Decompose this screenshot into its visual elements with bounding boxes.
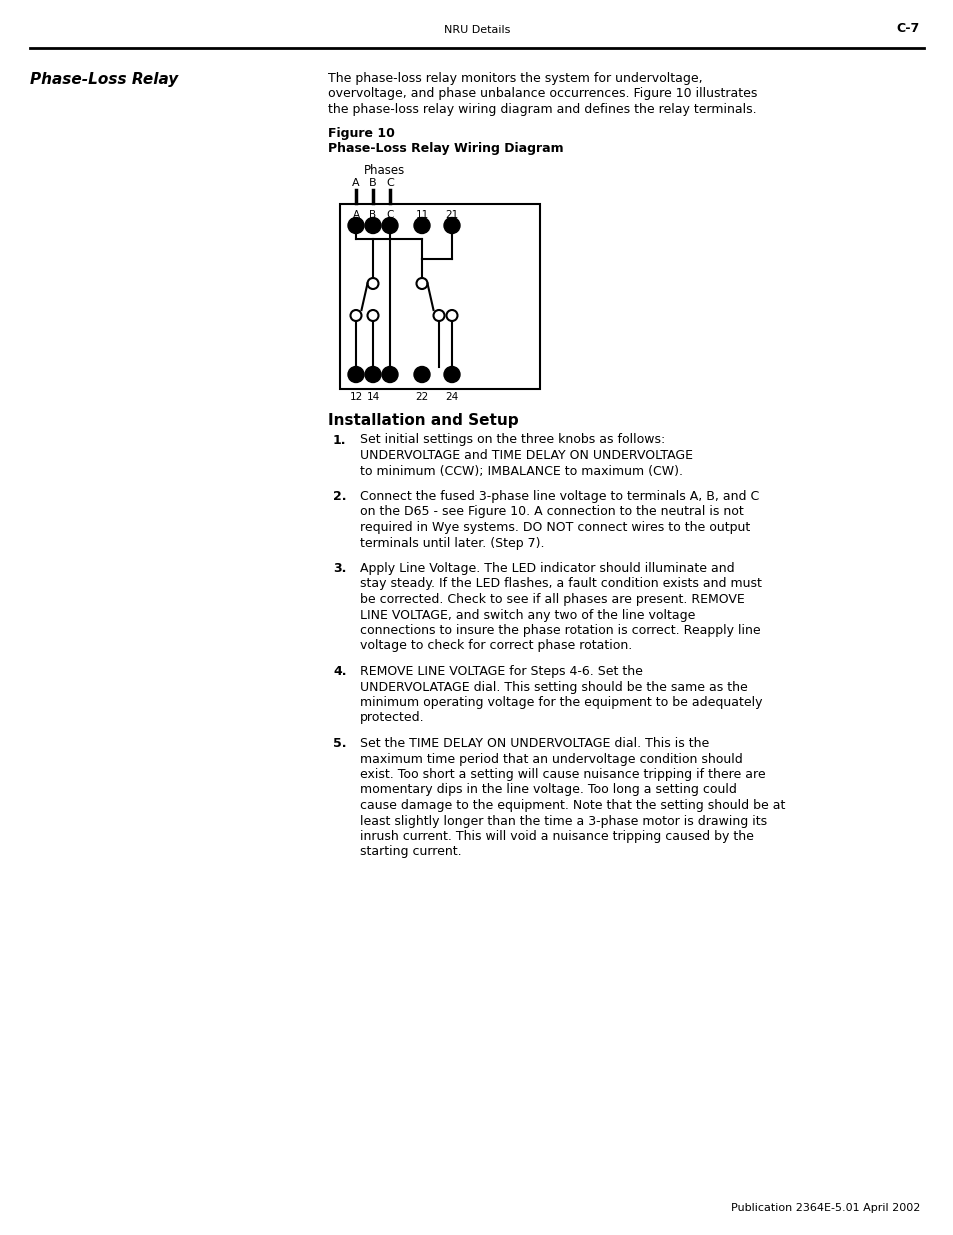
Text: B: B xyxy=(369,178,376,188)
Circle shape xyxy=(365,217,380,233)
Text: be corrected. Check to see if all phases are present. REMOVE: be corrected. Check to see if all phases… xyxy=(359,593,744,606)
Text: 11: 11 xyxy=(415,210,428,220)
Text: required in Wye systems. DO NOT connect wires to the output: required in Wye systems. DO NOT connect … xyxy=(359,521,749,534)
Text: inrush current. This will void a nuisance tripping caused by the: inrush current. This will void a nuisanc… xyxy=(359,830,753,844)
Text: 24: 24 xyxy=(445,393,458,403)
Text: Phase-Loss Relay: Phase-Loss Relay xyxy=(30,72,178,86)
Text: the phase-loss relay wiring diagram and defines the relay terminals.: the phase-loss relay wiring diagram and … xyxy=(328,103,756,116)
Text: Set the TIME DELAY ON UNDERVOLTAGE dial. This is the: Set the TIME DELAY ON UNDERVOLTAGE dial.… xyxy=(359,737,708,750)
Text: Set initial settings on the three knobs as follows:: Set initial settings on the three knobs … xyxy=(359,433,664,447)
Text: stay steady. If the LED flashes, a fault condition exists and must: stay steady. If the LED flashes, a fault… xyxy=(359,578,761,590)
Text: C: C xyxy=(386,210,394,220)
Bar xyxy=(339,204,539,389)
Text: Connect the fused 3-phase line voltage to terminals A, B, and C: Connect the fused 3-phase line voltage t… xyxy=(359,490,759,503)
Text: A: A xyxy=(352,178,359,188)
Text: 22: 22 xyxy=(415,393,428,403)
Text: to minimum (CCW); IMBALANCE to maximum (CW).: to minimum (CCW); IMBALANCE to maximum (… xyxy=(359,464,682,478)
Text: Publication 2364E-5.01 April 2002: Publication 2364E-5.01 April 2002 xyxy=(730,1203,919,1213)
Text: exist. Too short a setting will cause nuisance tripping if there are: exist. Too short a setting will cause nu… xyxy=(359,768,765,781)
Text: momentary dips in the line voltage. Too long a setting could: momentary dips in the line voltage. Too … xyxy=(359,783,736,797)
Text: B: B xyxy=(369,210,376,220)
Text: C-7: C-7 xyxy=(896,22,919,35)
Text: NRU Details: NRU Details xyxy=(443,25,510,35)
Circle shape xyxy=(348,217,364,233)
Text: least slightly longer than the time a 3-phase motor is drawing its: least slightly longer than the time a 3-… xyxy=(359,815,766,827)
Text: 3.: 3. xyxy=(333,562,346,576)
Circle shape xyxy=(414,367,430,383)
Text: Installation and Setup: Installation and Setup xyxy=(328,414,518,429)
Text: minimum operating voltage for the equipment to be adequately: minimum operating voltage for the equipm… xyxy=(359,697,761,709)
Text: starting current.: starting current. xyxy=(359,846,461,858)
Text: UNDERVOLATAGE dial. This setting should be the same as the: UNDERVOLATAGE dial. This setting should … xyxy=(359,680,747,694)
Circle shape xyxy=(414,217,430,233)
Text: overvoltage, and phase unbalance occurrences. Figure 10 illustrates: overvoltage, and phase unbalance occurre… xyxy=(328,88,757,100)
Circle shape xyxy=(381,217,397,233)
Text: UNDERVOLTAGE and TIME DELAY ON UNDERVOLTAGE: UNDERVOLTAGE and TIME DELAY ON UNDERVOLT… xyxy=(359,450,692,462)
Text: 14: 14 xyxy=(366,393,379,403)
Text: A: A xyxy=(352,210,359,220)
Text: 1.: 1. xyxy=(333,433,346,447)
Text: REMOVE LINE VOLTAGE for Steps 4-6. Set the: REMOVE LINE VOLTAGE for Steps 4-6. Set t… xyxy=(359,664,642,678)
Text: Phases: Phases xyxy=(364,163,405,177)
Circle shape xyxy=(365,367,380,383)
Text: 12: 12 xyxy=(349,393,362,403)
Text: 2.: 2. xyxy=(333,490,346,503)
Text: Apply Line Voltage. The LED indicator should illuminate and: Apply Line Voltage. The LED indicator sh… xyxy=(359,562,734,576)
Text: maximum time period that an undervoltage condition should: maximum time period that an undervoltage… xyxy=(359,752,742,766)
Text: The phase-loss relay monitors the system for undervoltage,: The phase-loss relay monitors the system… xyxy=(328,72,702,85)
Circle shape xyxy=(348,367,364,383)
Text: 5.: 5. xyxy=(333,737,346,750)
Text: C: C xyxy=(386,178,394,188)
Circle shape xyxy=(381,367,397,383)
Circle shape xyxy=(443,217,459,233)
Text: connections to insure the phase rotation is correct. Reapply line: connections to insure the phase rotation… xyxy=(359,624,760,637)
Text: LINE VOLTAGE, and switch any two of the line voltage: LINE VOLTAGE, and switch any two of the … xyxy=(359,609,695,621)
Text: protected.: protected. xyxy=(359,711,424,725)
Text: Phase-Loss Relay Wiring Diagram: Phase-Loss Relay Wiring Diagram xyxy=(328,142,563,156)
Text: Figure 10: Figure 10 xyxy=(328,126,395,140)
Text: cause damage to the equipment. Note that the setting should be at: cause damage to the equipment. Note that… xyxy=(359,799,784,811)
Text: 4.: 4. xyxy=(333,664,346,678)
Text: voltage to check for correct phase rotation.: voltage to check for correct phase rotat… xyxy=(359,640,632,652)
Circle shape xyxy=(443,367,459,383)
Text: on the D65 - see Figure 10. A connection to the neutral is not: on the D65 - see Figure 10. A connection… xyxy=(359,505,743,519)
Text: 21: 21 xyxy=(445,210,458,220)
Text: terminals until later. (Step 7).: terminals until later. (Step 7). xyxy=(359,536,544,550)
